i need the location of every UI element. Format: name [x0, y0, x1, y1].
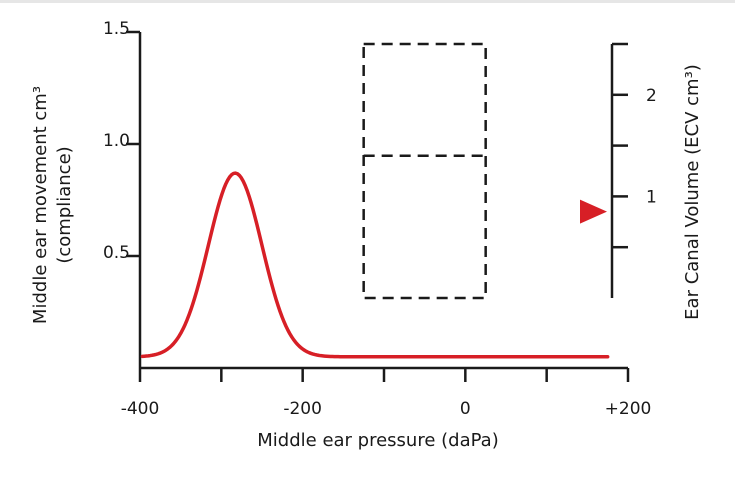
x-tick-label: 0 [460, 399, 471, 419]
normal-region-box [362, 42, 487, 300]
x-tick-label: +200 [605, 399, 652, 419]
x-tick-label: -400 [121, 399, 160, 419]
y-tick-label: 1.0 [103, 131, 130, 151]
compliance-curve [140, 171, 610, 359]
y-tick-label: 0.5 [103, 243, 130, 263]
top-divider [0, 0, 735, 3]
x-axis-title: Middle ear pressure (daPa) [257, 430, 498, 451]
y2-tick-label: 1 [646, 187, 657, 207]
y2-tick-label: 2 [646, 86, 657, 106]
y2-axis-title: Ear Canal Volume (ECV cm³) [682, 64, 703, 320]
y-tick-label: 1.5 [103, 19, 130, 39]
y-axis-subtitle: (compliance) [54, 146, 75, 263]
x-tick-label: -200 [283, 399, 322, 419]
y-axis-title: Middle ear movement cm³ [30, 86, 51, 324]
ecv-marker-triangle [580, 199, 607, 224]
